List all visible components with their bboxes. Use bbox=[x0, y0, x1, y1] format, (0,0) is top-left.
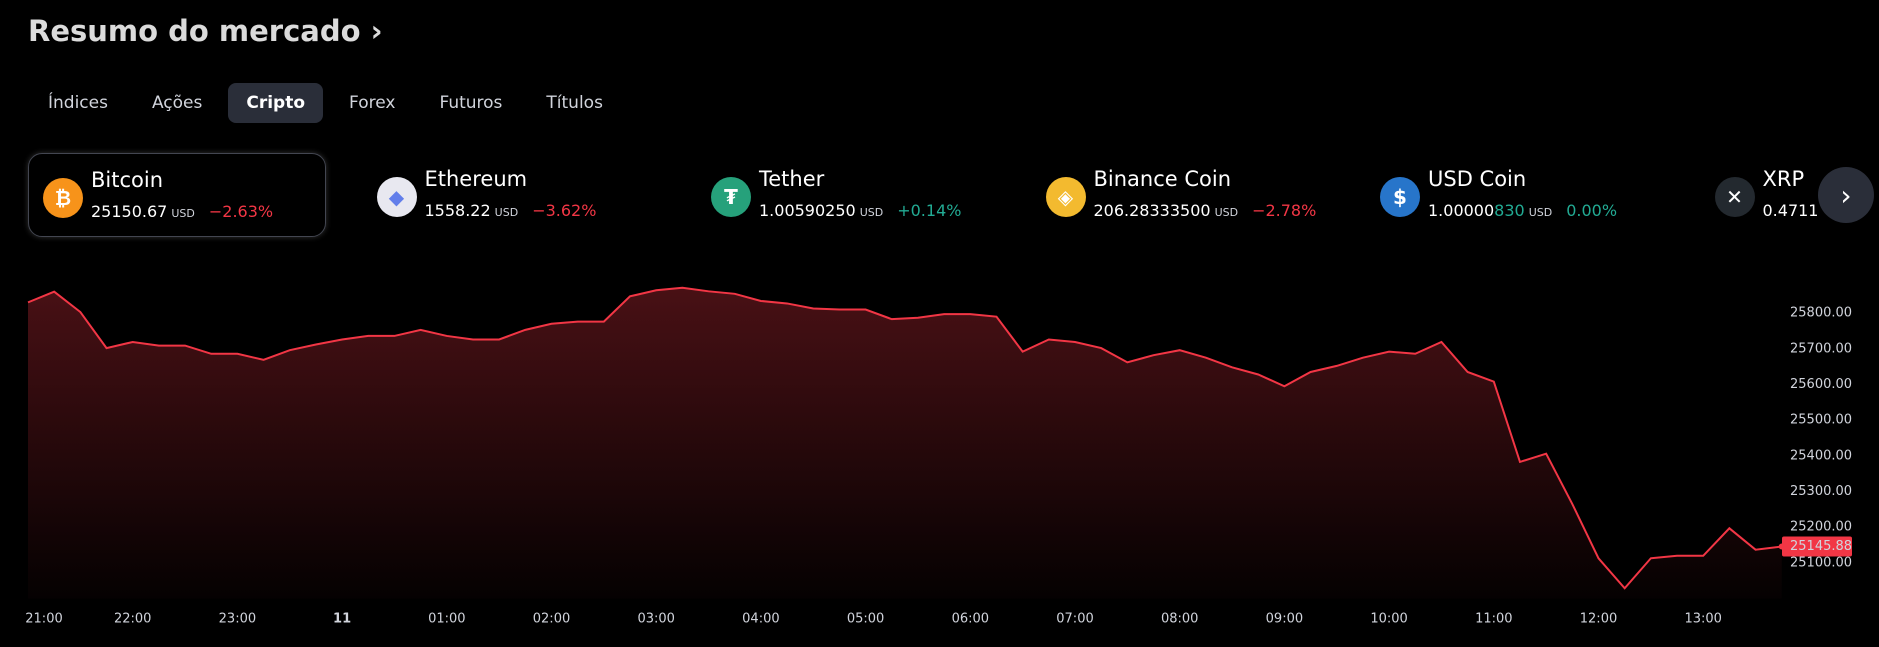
ticker[interactable]: ₿ Bitcoin 25150.67 USD −2.63% bbox=[28, 153, 326, 237]
x-tick-label: 09:00 bbox=[1266, 612, 1303, 627]
ticker-icon: ✕ bbox=[1714, 177, 1755, 217]
ticker[interactable]: ✕ XRP 0.4711 bbox=[1701, 153, 1879, 237]
x-tick-label: 01:00 bbox=[428, 612, 465, 627]
ticker-price-row: 206.28333500 USD −2.78% bbox=[1094, 201, 1317, 220]
ticker-change: −2.63% bbox=[208, 202, 274, 221]
ticker-unit: USD bbox=[859, 206, 884, 219]
ticker-unit: USD bbox=[1214, 206, 1239, 219]
next-button[interactable]: › bbox=[1818, 167, 1874, 223]
title-text: Resumo do mercado bbox=[28, 14, 361, 48]
x-tick-label: 22:00 bbox=[114, 612, 151, 627]
ticker-icon: ◆ bbox=[376, 177, 417, 217]
x-tick-label: 11:00 bbox=[1475, 612, 1512, 627]
ticker-name: Ethereum bbox=[424, 167, 528, 191]
x-tick-label: 12:00 bbox=[1580, 612, 1617, 627]
ticker-price-row: 1.00000830 USD 0.00% bbox=[1428, 201, 1617, 220]
ticker-name: Tether bbox=[759, 167, 825, 191]
price-line bbox=[27, 286, 1782, 590]
x-tick-label: 21:00 bbox=[25, 612, 62, 627]
ticker-price-highlight: 830 bbox=[1494, 201, 1525, 220]
x-tick-label: 06:00 bbox=[952, 612, 989, 627]
ticker-name: USD Coin bbox=[1428, 167, 1527, 191]
ticker-unit: USD bbox=[494, 206, 519, 219]
ticker-price-row: 1558.22 USD −3.62% bbox=[425, 201, 597, 220]
y-tick-label: 25600.00 bbox=[1790, 377, 1852, 392]
title[interactable]: Resumo do mercado › bbox=[28, 14, 383, 48]
ticker[interactable]: ₮ Tether 1.00590250 USD +0.14% bbox=[697, 153, 995, 237]
ticker-name: Bitcoin bbox=[91, 168, 164, 192]
tab[interactable]: Títulos bbox=[546, 93, 603, 113]
x-tick-label: 07:00 bbox=[1056, 612, 1093, 627]
ticker-change: −2.78% bbox=[1252, 201, 1317, 220]
ticker[interactable]: $ USD Coin 1.00000830 USD 0.00% bbox=[1366, 153, 1664, 237]
y-tick-label: 25100.00 bbox=[1790, 555, 1852, 570]
y-tick-label: 25200.00 bbox=[1790, 520, 1852, 535]
ticker-icon: ₮ bbox=[711, 177, 751, 217]
x-tick-label: 11 bbox=[333, 612, 351, 627]
ticker-price: 206.28333500 bbox=[1093, 201, 1211, 220]
y-tick-label: 25300.00 bbox=[1790, 484, 1852, 499]
tab[interactable]: Índices bbox=[48, 93, 108, 113]
x-tick-label: 08:00 bbox=[1161, 612, 1198, 627]
ticker-change: 0.00% bbox=[1566, 201, 1618, 220]
tabs: Índices Ações Cripto Forex Futuros Títulos bbox=[30, 83, 621, 123]
ticker-icon: $ bbox=[1380, 177, 1420, 217]
y-tick-label: 25400.00 bbox=[1790, 448, 1852, 463]
last-price-box bbox=[1782, 536, 1852, 557]
x-tick-label: 05:00 bbox=[847, 612, 884, 627]
title-arrow: › bbox=[370, 14, 383, 48]
ticker-name: Binance Coin bbox=[1093, 167, 1232, 191]
ticker-icon: ₿ bbox=[43, 178, 83, 218]
ticker-name: XRP bbox=[1762, 167, 1805, 191]
ticker-price-row: 0.4711 bbox=[1763, 201, 1819, 220]
ticker-price: 1.00590250 bbox=[759, 201, 856, 220]
ticker[interactable]: ◆ Ethereum 1558.22 USD −3.62% bbox=[363, 153, 661, 237]
y-tick-label: 25800.00 bbox=[1790, 306, 1852, 321]
ticker-price: 1558.22 bbox=[424, 201, 491, 220]
ticker[interactable]: ◈ Binance Coin 206.28333500 USD −2.78% bbox=[1032, 153, 1330, 237]
tab[interactable]: Forex bbox=[349, 93, 396, 113]
tab[interactable]: Ações bbox=[151, 93, 203, 113]
x-tick-label: 03:00 bbox=[637, 612, 674, 627]
y-tick-label: 25700.00 bbox=[1790, 341, 1852, 356]
x-tick-label: 13:00 bbox=[1684, 612, 1721, 627]
ticker-price: 25150.67 bbox=[91, 202, 168, 221]
x-tick-label: 10:00 bbox=[1370, 612, 1407, 627]
ticker-icon: ◈ bbox=[1045, 177, 1086, 217]
ticker-change: −3.62% bbox=[532, 201, 597, 220]
ticker-price-row: 1.00590250 USD +0.14% bbox=[759, 201, 961, 220]
area bbox=[28, 287, 1782, 599]
x-tick-label: 02:00 bbox=[533, 612, 570, 627]
x-tick-label: 04:00 bbox=[742, 612, 779, 627]
ticker-change: +0.14% bbox=[897, 201, 962, 220]
tab[interactable]: Cripto bbox=[228, 83, 324, 123]
last-price-label: 25145.88 bbox=[1790, 539, 1852, 554]
ticker-unit: USD bbox=[1528, 206, 1553, 219]
ticker-price: 1.00000 bbox=[1428, 201, 1495, 220]
ticker-price: 0.4711 bbox=[1762, 201, 1819, 220]
ticker-price-row: 25150.67 USD −2.63% bbox=[91, 202, 273, 221]
x-tick-label: 23:00 bbox=[219, 612, 256, 627]
tab[interactable]: Futuros bbox=[439, 93, 503, 113]
y-tick-label: 25500.00 bbox=[1790, 413, 1852, 428]
ticker-unit: USD bbox=[171, 207, 195, 220]
